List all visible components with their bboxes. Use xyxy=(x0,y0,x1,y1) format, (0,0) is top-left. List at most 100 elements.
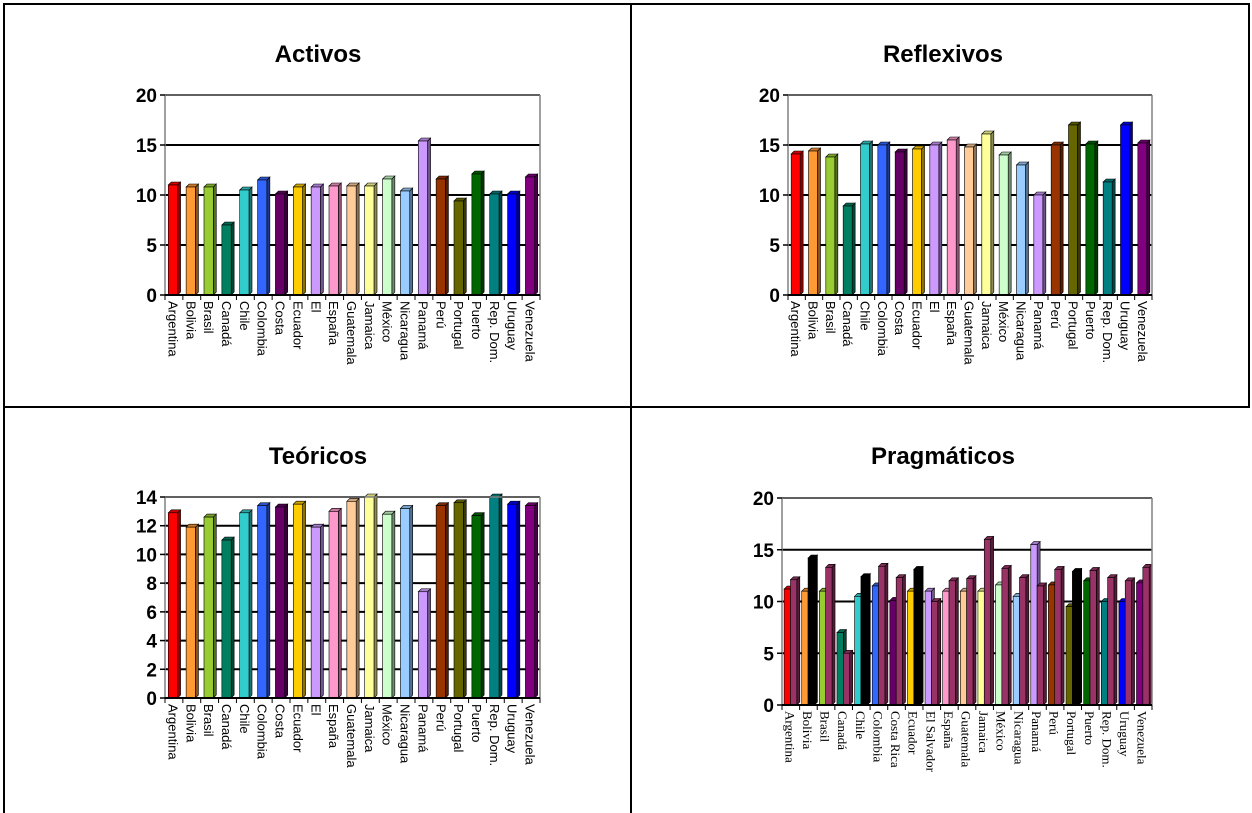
x-tick-label: Jamaica xyxy=(362,301,377,350)
x-tick-label: Guatemala xyxy=(962,301,977,365)
bar xyxy=(801,590,809,706)
bar-side xyxy=(212,513,217,699)
x-tick-label: Costa xyxy=(273,704,288,739)
chart-panel-teoricos: Teóricos 0 2 4 6 8 10 12 14 Argentina Bolivia Brasi… xyxy=(0,408,630,813)
bar-side xyxy=(1059,141,1064,296)
x-tick-label: Chile xyxy=(853,711,868,739)
bar xyxy=(1068,124,1078,296)
y-tick-label: 20 xyxy=(753,489,774,510)
x-tick-label: Argentina xyxy=(788,301,803,357)
bar xyxy=(1019,577,1027,706)
bar xyxy=(400,190,411,296)
bar xyxy=(346,185,357,296)
bar xyxy=(912,148,922,296)
bar-side xyxy=(284,503,289,699)
bar xyxy=(203,516,214,699)
bar xyxy=(364,496,375,699)
bar xyxy=(1016,164,1026,296)
x-tick-label: Venezuela xyxy=(1135,711,1150,765)
bar xyxy=(924,590,932,706)
bar xyxy=(878,566,886,706)
bar xyxy=(871,585,879,706)
x-tick-label: Jamaica xyxy=(976,711,991,753)
x-tick-label: Venezuela xyxy=(1135,301,1150,362)
bar-side xyxy=(266,176,271,296)
x-tick-label: Guatemala xyxy=(344,301,359,365)
frame-right-border xyxy=(1248,3,1250,408)
x-tick-label: Brasil xyxy=(201,704,216,737)
bar xyxy=(417,591,428,699)
chart-panel-pragmaticos: Pragmáticos 0 5 10 15 20 Argentina Bolivia Brasi… xyxy=(632,408,1252,813)
bar xyxy=(1118,601,1126,706)
x-tick-label: México xyxy=(994,711,1009,751)
bar xyxy=(1102,181,1113,296)
x-tick-label: Jamaica xyxy=(979,301,994,350)
bar-side xyxy=(462,197,467,296)
bar-side xyxy=(886,141,891,296)
x-tick-label: Jamaica xyxy=(362,704,377,753)
x-tick-label: Bolivia xyxy=(800,711,815,750)
bar xyxy=(1089,570,1097,706)
bar xyxy=(825,156,836,296)
x-tick-label: Colombia xyxy=(255,301,270,357)
x-tick-label: México xyxy=(996,301,1011,342)
bar xyxy=(507,503,518,699)
x-tick-label: Nicaragua xyxy=(1014,301,1029,361)
bar-side xyxy=(409,187,414,296)
bar-side xyxy=(1113,573,1118,706)
bar-side xyxy=(480,170,485,296)
bar xyxy=(275,506,286,699)
bar xyxy=(825,567,833,706)
x-tick-label: España xyxy=(326,704,341,749)
bar-side xyxy=(1146,139,1151,296)
bar-side xyxy=(534,173,539,296)
bar xyxy=(203,186,214,296)
y-tick-label: 0 xyxy=(146,286,157,307)
bar-side xyxy=(195,183,199,296)
frame-middle-border xyxy=(3,406,1250,408)
bar xyxy=(895,577,903,706)
bar-side xyxy=(884,562,889,706)
y-tick-label: 15 xyxy=(759,136,781,157)
x-tick-label: Uruguay xyxy=(1118,301,1133,351)
bar-side xyxy=(302,183,306,296)
bar xyxy=(292,503,303,699)
bar xyxy=(964,146,974,296)
x-tick-label: Rep. Dom. xyxy=(1100,301,1115,363)
bar xyxy=(1012,596,1020,706)
x-tick-label: Nicaragua xyxy=(1011,711,1026,765)
x-tick-label: Nicaragua xyxy=(398,301,413,361)
bar xyxy=(328,185,339,296)
bar xyxy=(981,133,992,296)
x-tick-label: Perú xyxy=(433,704,448,731)
x-tick-label: Canadá xyxy=(840,301,855,347)
x-tick-label: Chile xyxy=(858,301,873,331)
bar xyxy=(877,144,888,296)
bar-side xyxy=(1060,565,1065,706)
x-tick-label: Colombia xyxy=(255,704,270,760)
bar xyxy=(525,176,536,296)
x-tick-label: Uruguay xyxy=(505,704,520,754)
bar xyxy=(819,590,826,706)
x-tick-label: Rep. Dom. xyxy=(1099,711,1114,768)
bar xyxy=(471,173,482,296)
bar xyxy=(843,652,850,706)
x-tick-label: Canadá xyxy=(219,704,234,750)
bar xyxy=(1124,580,1132,706)
bar-side xyxy=(955,136,960,296)
bar-side xyxy=(1129,121,1133,296)
bar-side xyxy=(849,649,853,706)
bar-side xyxy=(1111,178,1116,296)
x-tick-label: España xyxy=(944,301,959,346)
bar-side xyxy=(1042,191,1047,296)
bar xyxy=(998,154,1009,296)
bar-side xyxy=(445,175,449,296)
y-tick-label: 5 xyxy=(763,644,774,665)
bar xyxy=(221,539,232,699)
bar xyxy=(808,150,818,296)
x-tick-label: Puerto xyxy=(1082,711,1097,745)
bar xyxy=(977,590,985,706)
bar xyxy=(364,185,375,296)
bar-side xyxy=(373,182,378,296)
bar xyxy=(960,590,967,706)
